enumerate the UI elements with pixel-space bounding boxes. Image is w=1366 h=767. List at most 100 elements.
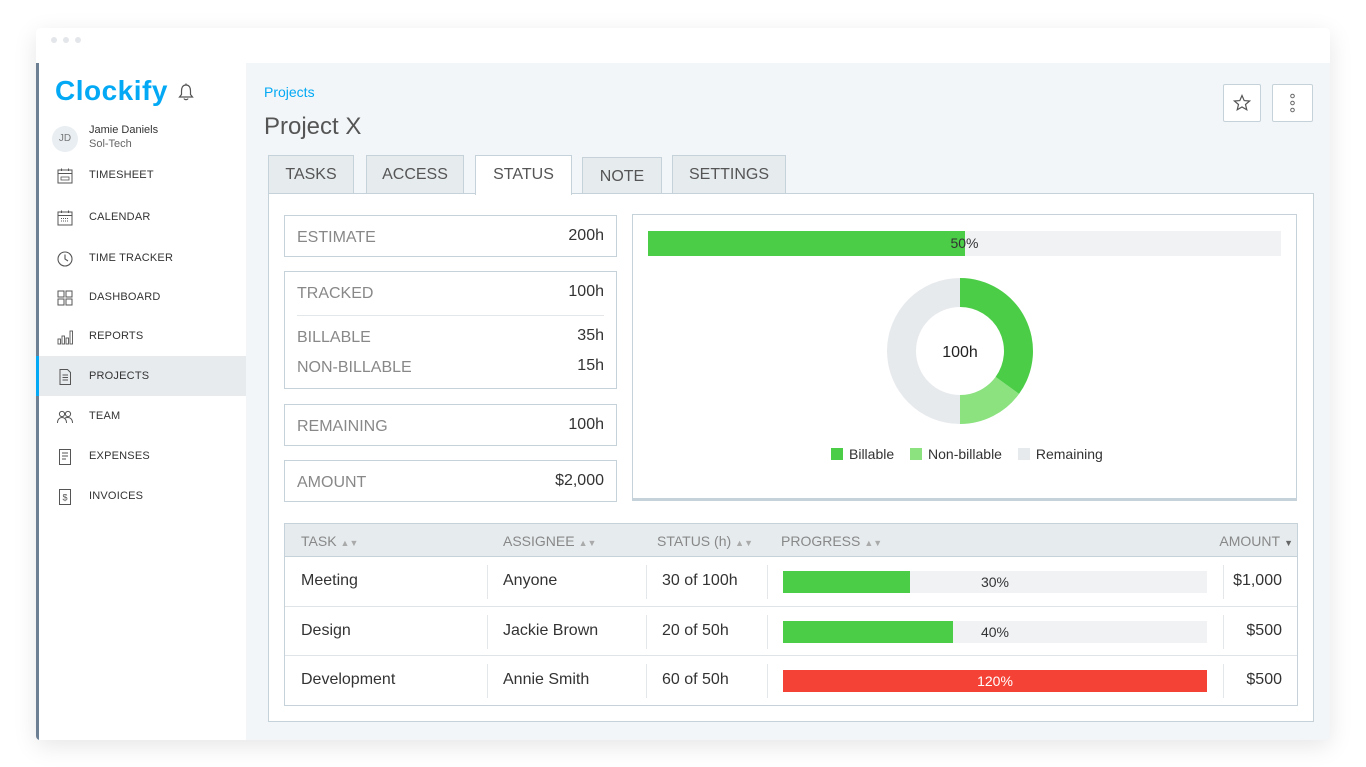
task-progress-label: 40% [980,624,1010,640]
task-assignee: Anyone [503,572,558,589]
tasks-table: TASK ▲▼ ASSIGNEE ▲▼ STATUS (h) ▲▼ PROGRESS ▲… [284,523,1298,706]
sort-icon: ▲▼ [578,538,597,548]
task-amount: $500 [1246,671,1282,688]
sort-icon: ▲▼ [340,538,359,548]
legend-label: Remaining [1035,446,1103,462]
sidebar-item-invoices[interactable]: $ INVOICES [39,476,246,516]
column-header-label: AMOUNT [1219,533,1281,549]
column-header-label: STATUS (h) [657,533,732,549]
favorite-button[interactable] [1223,84,1261,122]
divider [297,315,604,316]
column-divider [646,664,647,698]
sidebar-item-calendar[interactable]: CALENDAR [39,197,246,237]
column-header-progress[interactable]: PROGRESS ▲▼ [781,533,882,549]
bell-icon[interactable] [177,82,195,102]
legend-swatch [831,448,843,460]
column-header-status[interactable]: STATUS (h) ▲▼ [657,533,753,549]
window-dot [63,37,69,43]
amount-value: $2,000 [555,472,604,489]
amount-box: AMOUNT $2,000 [284,460,617,502]
task-amount: $500 [1246,622,1282,639]
estimate-label: ESTIMATE [297,229,376,246]
column-divider [487,565,488,599]
legend-item-remaining: Remaining [1017,446,1103,462]
column-divider [767,664,768,698]
table-row[interactable]: Development Annie Smith 60 of 50h 120% $… [285,655,1297,705]
sidebar-item-reports[interactable]: REPORTS [39,316,246,356]
tab-status[interactable]: STATUS [475,155,572,195]
sidebar-item-label: TIME TRACKER [89,252,174,264]
task-assignee: Jackie Brown [503,622,599,639]
column-header-assignee[interactable]: ASSIGNEE ▲▼ [503,533,596,549]
legend-swatch [910,448,923,460]
sort-icon: ▲▼ [864,538,883,548]
sidebar-item-label: TEAM [89,410,121,422]
sidebar-item-dashboard[interactable]: DASHBOARD [39,277,246,317]
tracked-box: TRACKED 100h BILLABLE 35h NON-BILLABLE 1… [284,271,617,389]
sidebar-item-time-tracker[interactable]: TIME TRACKER [39,238,246,278]
column-header-label: PROGRESS [781,533,861,549]
user-organization: Sol-Tech [89,138,132,150]
column-divider [487,615,488,649]
donut-center-label: 100h [942,344,978,361]
column-divider [767,565,768,599]
donut-slice-remaining [887,278,960,424]
legend-item-non-billable: Non-billable [910,446,1002,462]
task-progress-label: 120% [977,673,1013,689]
sidebar-item-projects[interactable]: PROJECTS [36,356,246,396]
star-icon [1232,93,1252,112]
dashboard-icon [57,290,73,306]
breadcrumb[interactable]: Projects [264,84,315,100]
project-progress-bar: 50% [648,231,1281,256]
tracked-value: 100h [568,283,604,300]
task-status: 60 of 50h [662,671,729,688]
column-divider [646,615,647,649]
tab-note[interactable]: NOTE [582,157,662,193]
page-title: Project X [264,113,362,140]
sidebar-item-team[interactable]: TEAM [39,396,246,436]
tab-settings[interactable]: SETTINGS [672,155,786,193]
legend-item-billable: Billable [831,446,894,462]
document-icon [59,369,71,385]
clock-icon [57,251,73,267]
app-window: Clockify JD Jamie Daniels Sol-Tech TIMES… [36,28,1330,740]
task-progress-fill [783,621,953,643]
task-progress-label: 30% [980,574,1010,590]
sort-icon: ▲▼ [735,538,753,548]
task-name: Development [301,671,396,688]
sidebar-item-label: DASHBOARD [89,291,161,303]
task-status: 30 of 100h [662,572,738,589]
task-progress-bar: 120% [783,670,1207,692]
sidebar-item-timesheet[interactable]: TIMESHEET [39,155,246,195]
avatar[interactable]: JD [52,126,78,152]
column-divider [1223,664,1224,698]
remaining-value: 100h [568,416,604,433]
table-row[interactable]: Design Jackie Brown 20 of 50h 40% $500 [285,606,1297,656]
status-chart-card: 50% 100h Billable Non-billable Remaining [632,214,1297,501]
window-titlebar [36,28,1330,63]
user-name: Jamie Daniels [89,124,159,136]
sidebar-item-label: REPORTS [89,330,144,342]
column-header-label: ASSIGNEE [503,533,575,549]
column-header-task[interactable]: TASK ▲▼ [301,533,358,549]
more-options-button[interactable] [1272,84,1313,122]
clockify-logo[interactable]: Clockify [55,75,168,106]
table-row[interactable]: Meeting Anyone 30 of 100h 30% $1,000 [285,557,1297,607]
legend-label: Non-billable [928,446,1002,462]
estimate-value: 200h [568,227,604,244]
remaining-label: REMAINING [297,418,388,435]
column-divider [487,664,488,698]
tab-tasks[interactable]: TASKS [268,155,354,193]
legend-swatch [1017,448,1030,460]
calendar-icon [57,210,73,226]
tab-access[interactable]: ACCESS [366,155,464,193]
task-status: 20 of 50h [662,622,729,639]
window-dot [75,37,81,43]
column-divider [1223,565,1224,599]
task-name: Design [301,622,351,639]
non-billable-label: NON-BILLABLE [297,359,412,376]
sidebar-item-expenses[interactable]: EXPENSES [39,436,246,476]
tracked-label: TRACKED [297,285,374,302]
column-header-amount[interactable]: AMOUNT ▼ [1219,533,1293,549]
task-amount: $1,000 [1233,572,1282,589]
